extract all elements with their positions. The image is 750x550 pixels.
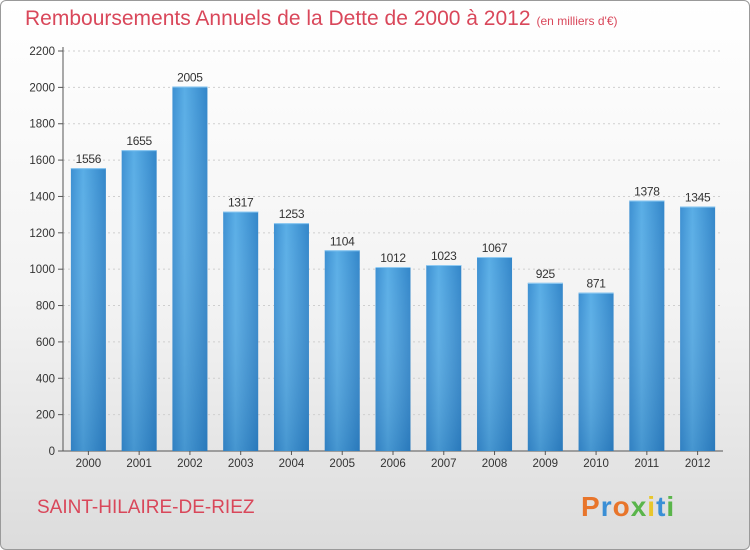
bar-2008[interactable] [477,257,513,451]
bar-2007[interactable] [426,265,462,451]
data-label: 1345 [685,190,711,204]
bar-2012[interactable] [680,206,716,451]
bar-2010[interactable] [578,292,614,451]
chart-title: Remboursements Annuels de la Dette de 20… [25,7,618,31]
logo-letter: o [612,491,631,522]
x-tick-label: 2012 [685,458,711,470]
x-tick-label: 2005 [329,458,355,470]
logo-letter: i [666,491,676,522]
logo-letter: i [647,491,657,522]
y-tick-label: 400 [36,373,55,385]
x-tick-label: 2002 [177,458,203,470]
bar-shade [527,282,563,451]
data-label: 1556 [76,152,102,166]
chart-subtitle: (en milliers d'€) [536,14,618,28]
bar-shade [578,292,614,451]
y-tick-label: 200 [36,410,55,422]
bar-shade [273,223,309,451]
logo-letter: x [630,491,648,522]
x-tick-label: 2008 [482,458,508,470]
y-tick-label: 2200 [29,46,55,58]
data-labels: 1556 1655 2005 1317 1253 1104 1012 1023 1067 925 8… [76,70,712,291]
bar-2000[interactable] [70,168,106,451]
location-name: SAINT-HILAIRE-DE-RIEZ [37,497,255,518]
bar-shade [477,257,513,451]
data-label: 925 [536,267,556,281]
bar-shade [70,168,106,451]
logo-letter: P [581,491,601,522]
bar-2006[interactable] [375,267,411,451]
bar-2004[interactable] [273,223,309,451]
proxiti-logo[interactable]: Proxiti [581,491,675,523]
x-tick-label: 2006 [380,458,406,470]
y-tick-label: 800 [36,301,55,313]
bars [70,86,716,452]
data-label: 1253 [279,207,305,221]
x-tick-label: 2007 [431,458,457,470]
data-label: 1317 [228,196,254,210]
x-tick-label: 2001 [126,458,152,470]
y-tick-label: 1400 [29,191,55,203]
chart-title-text: Remboursements Annuels de la Dette de 20… [25,7,531,30]
y-tick-label: 600 [36,337,55,349]
bar-shade [324,250,360,451]
bar-2001[interactable] [121,150,157,451]
bar-shade [172,86,208,452]
y-tick-label: 1200 [29,228,55,240]
y-tick-label: 1000 [29,264,55,276]
bar-shade [375,267,411,451]
y-tick-label: 2000 [29,82,55,94]
data-label: 1067 [482,241,508,255]
bar-shade [121,150,157,451]
x-tick-label: 2004 [279,458,305,470]
bar-2011[interactable] [629,200,665,451]
data-label: 1655 [126,134,152,148]
bar-2002[interactable] [172,86,208,452]
bar-shade [426,265,462,451]
y-tick-label: 0 [49,446,55,458]
bar-2009[interactable] [527,282,563,451]
logo-letter: t [656,491,667,522]
data-label: 871 [587,277,607,291]
bar-shade [629,200,665,451]
bar-2005[interactable] [324,250,360,451]
data-label: 1012 [380,251,406,265]
x-tick-label: 2000 [76,458,102,470]
x-tick-label: 2011 [634,458,659,470]
y-tick-label: 1600 [29,155,55,167]
x-tick-label: 2003 [228,458,254,470]
x-tick-labels: 2000 2001 2002 2003 2004 2005 2006 2007 2008 2009… [76,458,711,470]
bar-2003[interactable] [223,211,259,451]
data-label: 1023 [431,249,457,263]
logo-letter: r [600,491,613,522]
data-label: 2005 [177,70,203,84]
bar-shade [680,206,716,451]
x-tick-label: 2010 [583,458,609,470]
data-label: 1104 [330,234,355,248]
y-tick-label: 1800 [29,119,55,131]
y-tick-labels: 0 200 400 600 800 1000 1200 1400 1600 1800 2000 220… [29,46,55,458]
data-label: 1378 [634,184,660,198]
x-tick-label: 2009 [533,458,559,470]
bar-shade [223,211,259,451]
